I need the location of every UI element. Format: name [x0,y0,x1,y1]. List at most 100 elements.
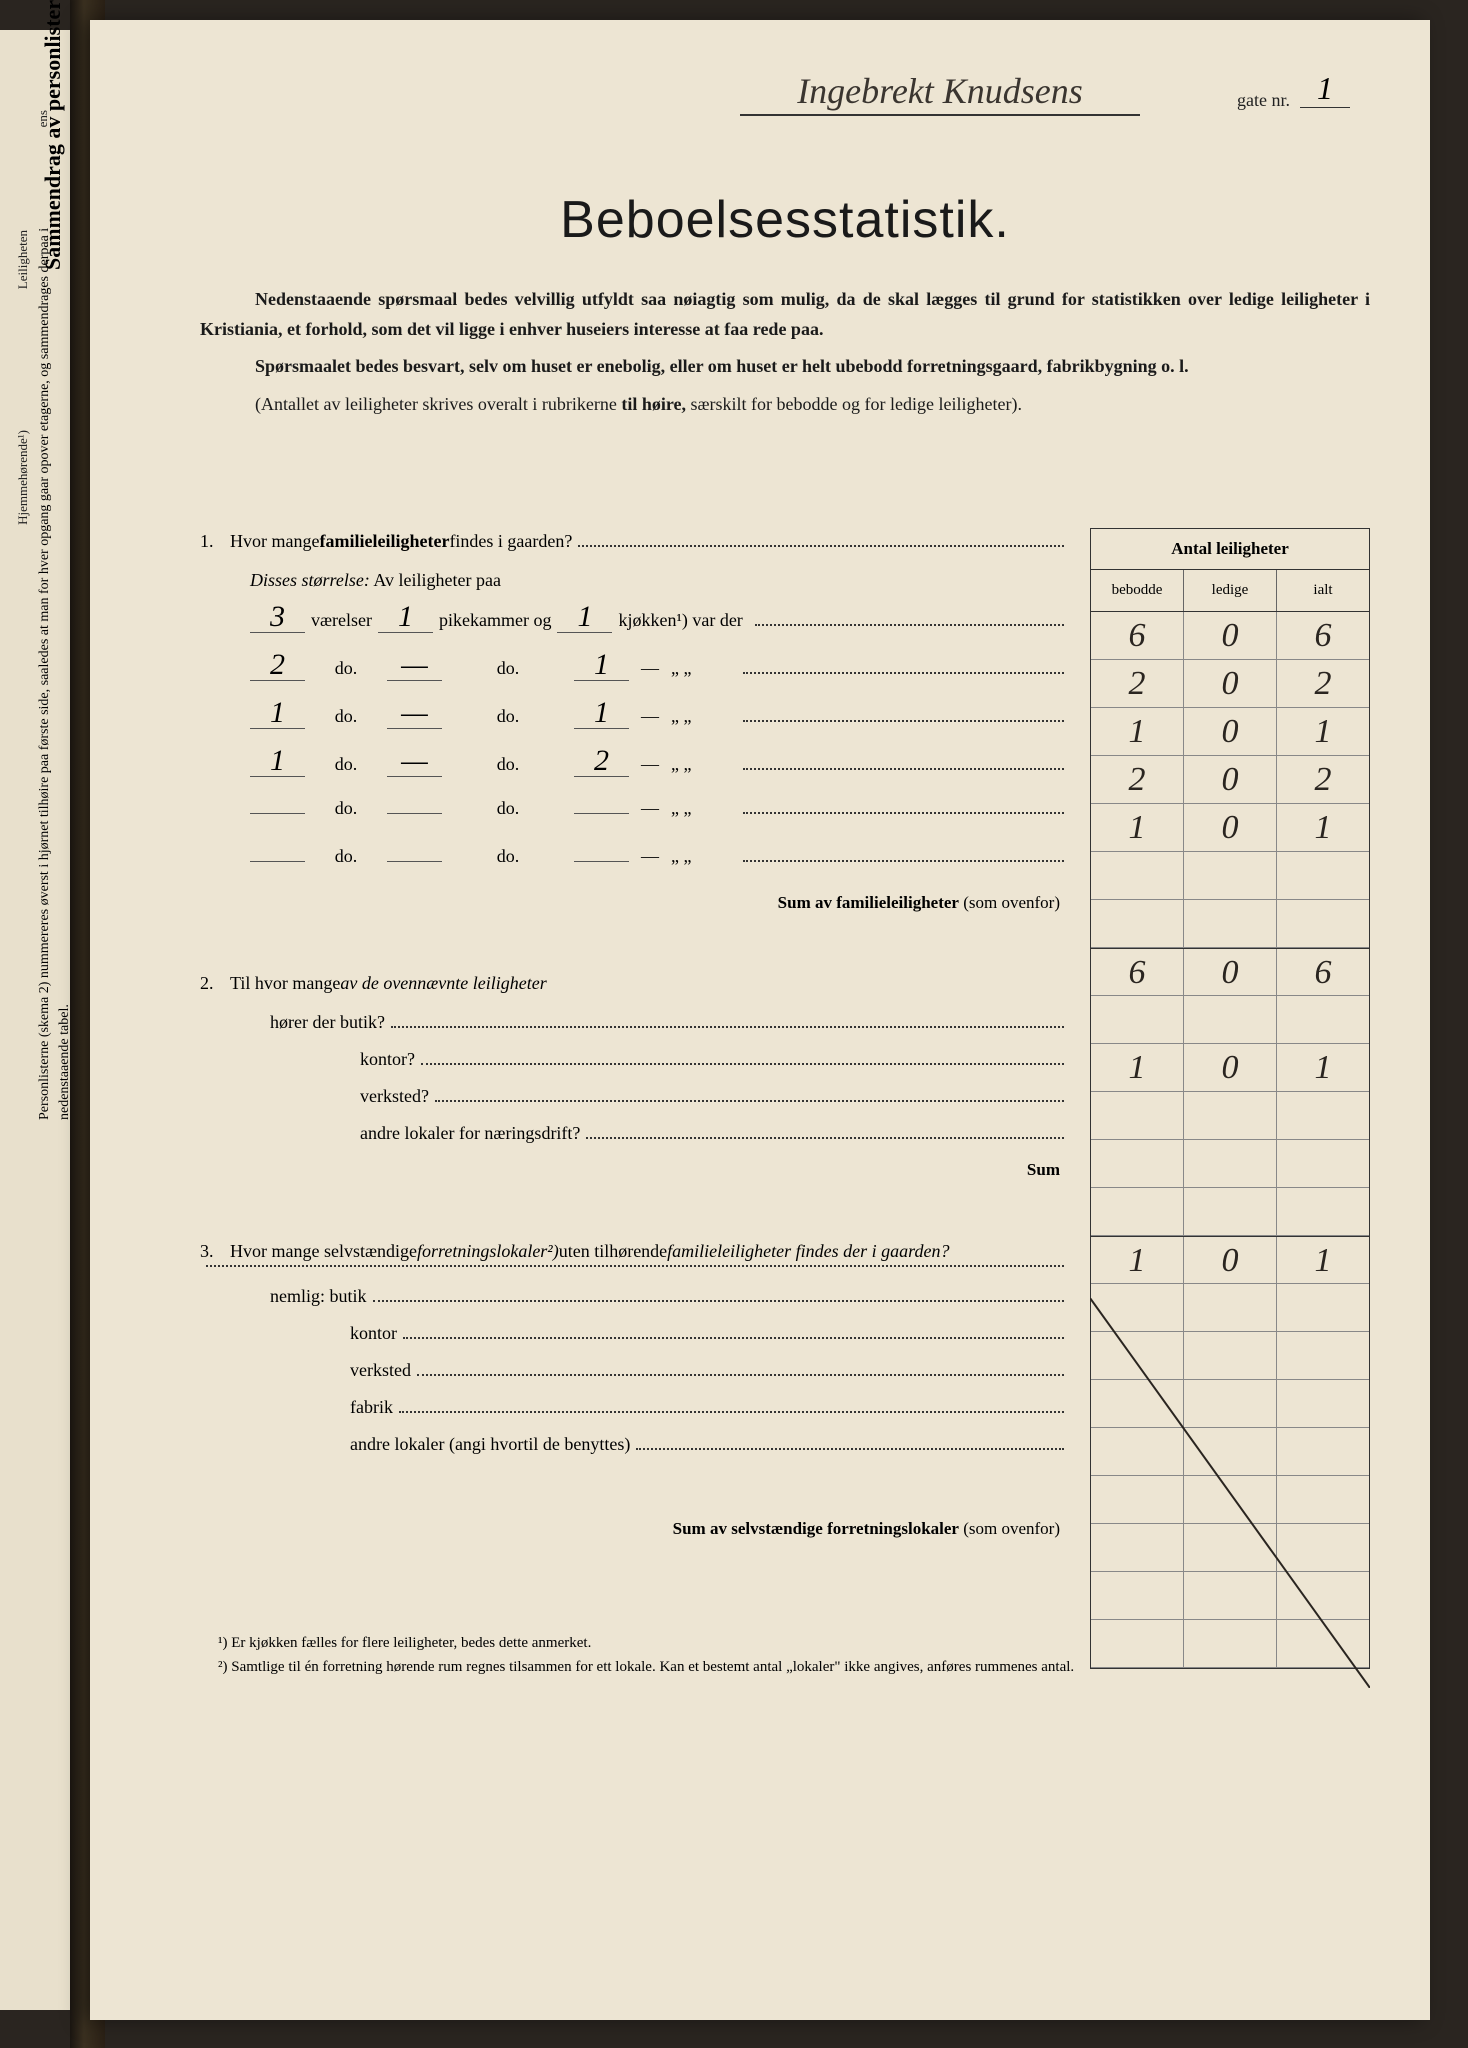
gate-number: 1 [1300,70,1350,108]
body: Antal leiligheter bebodde ledige ialt 60… [200,528,1370,1542]
pikekammer-value [387,794,442,814]
table-cell: 0 [1184,612,1277,659]
page-title: Beboelsesstatistik. [200,190,1370,250]
table-cell [1277,1332,1369,1379]
table-row: 606 [1091,948,1369,996]
q2-num: 2. [200,970,230,997]
table-cell: 6 [1091,612,1184,659]
q1-sum: Sum av familieleiligheter (som ovenfor) [250,890,1070,916]
table-row [1091,1524,1369,1572]
gate-label: gate nr. [1237,90,1290,111]
q3-sum-suffix: (som ovenfor) [959,1519,1060,1538]
q1-c: findes i gaarden? [449,528,572,555]
fragment-leiligheten: Leiligheten [15,230,31,289]
table-row: 202 [1091,756,1369,804]
table-row [1091,1332,1369,1380]
q3-a: Hvor mange selvstændige [230,1238,417,1265]
kjokken-value: 1 [574,650,629,681]
intro-p3a: (Antallet av leiligheter skrives overalt… [255,394,621,414]
q1-sum-suffix: (som ovenfor) [959,893,1060,912]
table-cell: 1 [1091,1044,1184,1091]
col-ledige: ledige [1184,570,1277,611]
size-row: 3 værelser 1 pikekammer og 1 kjøkken¹) v… [250,602,1070,640]
table-cell: 0 [1184,1044,1277,1091]
table-header: Antal leiligheter [1091,529,1369,570]
table-cell [1184,1428,1277,1475]
table-row: 101 [1091,804,1369,852]
table-cell: 2 [1091,756,1184,803]
pikekammer-value: 1 [378,602,433,633]
intro-p3b: til høire, [621,394,686,414]
q1-sizes: Disses størrelse: Av leiligheter paa 3 v… [250,567,1070,916]
size-row: do. do. — „ „ [250,842,1070,880]
table-cell [1277,852,1369,899]
table-cell [1091,1620,1184,1667]
q2-l1: kontor? [360,1046,415,1073]
table-cell [1277,1620,1369,1667]
table-cell [1184,852,1277,899]
pikekammer-value: — [387,650,442,681]
q3: 3. Hvor mange selvstændige forretningslo… [200,1238,1070,1542]
table-cell [1277,996,1369,1043]
table-cell [1184,1092,1277,1139]
table-cell [1091,1476,1184,1523]
size-row: 1 do. — do. 1 — „ „ [250,698,1070,736]
size-row: do. do. — „ „ [250,794,1070,832]
q3-l0: nemlig: butik [270,1283,367,1310]
q2-l2: verksted? [360,1083,429,1110]
street-name: Ingebrekt Knudsens [740,70,1140,116]
intro-p2: Spørsmaalet bedes besvart, selv om huset… [200,352,1370,382]
table-cell [1184,1380,1277,1427]
table-cell: 2 [1091,660,1184,707]
table-cell: 0 [1184,756,1277,803]
table-cell: 0 [1184,804,1277,851]
table-row [1091,1380,1369,1428]
table-cell [1277,1140,1369,1187]
q3-sum-text: Sum av selvstændige forretningslokaler [673,1519,959,1538]
kjokken-value [574,794,629,814]
intro-p3: (Antallet av leiligheter skrives overalt… [200,390,1370,420]
table-cell [1091,1284,1184,1331]
table-cell: 1 [1091,804,1184,851]
table-cell [1184,996,1277,1043]
q2-sum: Sum [200,1157,1070,1183]
table-cell [1091,996,1184,1043]
page-wrapper: ens Leiligheten Hjemmehørende¹) Sammendr… [0,0,1468,2048]
table-cell [1184,1524,1277,1571]
table-cell: 0 [1184,660,1277,707]
table-cell [1184,1332,1277,1379]
table-cell [1184,1188,1277,1235]
table-cell [1091,1380,1184,1427]
q3-l4: andre lokaler (angi hvortil de benyttes) [350,1431,630,1458]
table-cell: 0 [1184,949,1277,995]
table-cell [1184,1140,1277,1187]
table-subhead: bebodde ledige ialt [1091,570,1369,612]
vaerelser-value [250,842,305,862]
kjokken-value [574,842,629,862]
table-cell [1091,852,1184,899]
q3-c: uten tilhørende [559,1238,667,1265]
kjokken-value: 2 [574,746,629,777]
table-row: 101 [1091,708,1369,756]
kjokken-value: 1 [574,698,629,729]
pikekammer-value [387,842,442,862]
q2-b: av de ovennævnte leiligheter [340,970,546,997]
q2-l3: andre lokaler for næringsdrift? [360,1120,580,1147]
table-cell [1091,1332,1184,1379]
table-cell [1277,1380,1369,1427]
table-cell: 6 [1277,612,1369,659]
table-row: 202 [1091,660,1369,708]
table-cell: 1 [1277,1044,1369,1091]
q1: 1. Hvor mange familieleiligheter findes … [200,528,1070,916]
table-row [1091,1476,1369,1524]
intro-p1-text: Nedenstaaende spørsmaal bedes velvillig … [200,289,1370,339]
table-cell [1091,1524,1184,1571]
size-label: Disses størrelse: [250,570,370,590]
table-cell [1277,1092,1369,1139]
table-cell: 0 [1184,1237,1277,1283]
table-cell [1091,1140,1184,1187]
fragment-hjemme: Hjemmehørende¹) [15,430,31,525]
q3-l3: fabrik [350,1394,393,1421]
intro-p2-text: Spørsmaalet bedes besvart, selv om huset… [255,356,1189,376]
table-cell [1277,1572,1369,1619]
